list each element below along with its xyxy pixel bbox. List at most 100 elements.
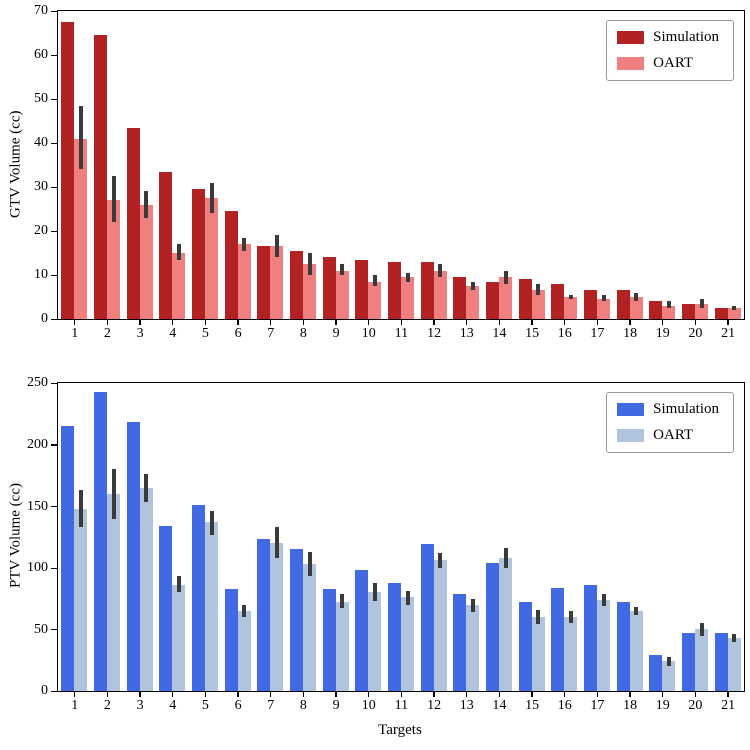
bar-oart [237, 244, 251, 319]
x-tick-label: 15 [525, 698, 540, 713]
x-tick-label: 18 [623, 698, 638, 713]
y-tick-label: 50 [34, 91, 48, 107]
bar-simulation [681, 303, 695, 319]
error-bar [666, 656, 671, 667]
x-tick-mark [368, 320, 370, 325]
bar-simulation [551, 587, 565, 691]
y-tick-mark [51, 690, 57, 693]
x-tick-label: 1 [71, 698, 79, 713]
bar-oart [303, 564, 317, 691]
gtv-chart: GTV Volume (cc) Simulation OART 0 10 20 30 4… [0, 0, 750, 372]
x-tick-label: 17 [590, 698, 605, 713]
x-tick-label: 5 [201, 698, 209, 713]
x-tick-mark [368, 692, 370, 697]
error-bar [144, 474, 149, 503]
legend-label-oart: OART [653, 427, 694, 443]
x-tick-mark [74, 320, 76, 325]
bar-simulation [322, 588, 336, 691]
bar-oart [564, 617, 578, 691]
bar-simulation [420, 261, 434, 319]
bar-simulation [224, 211, 238, 319]
bar-oart [401, 597, 415, 691]
x-tick-mark [531, 692, 533, 697]
bar-simulation [485, 562, 499, 691]
error-bar [438, 264, 443, 278]
bar-simulation [257, 246, 271, 319]
bar-simulation [387, 582, 401, 691]
bar-simulation [714, 308, 728, 319]
y-tick-label: 100 [27, 560, 48, 576]
bar-simulation [61, 426, 75, 691]
bar-oart [727, 308, 741, 319]
error-bar [732, 305, 737, 311]
bar-simulation [714, 633, 728, 691]
x-tick-label: 14 [492, 698, 507, 713]
bar-simulation [355, 570, 369, 691]
error-bar [340, 264, 345, 275]
legend-swatch-simulation [617, 31, 645, 44]
bar-simulation [453, 277, 467, 319]
x-tick-label: 4 [169, 698, 177, 713]
bar-oart [172, 253, 186, 319]
legend-swatch-oart [617, 429, 645, 442]
bar-simulation [191, 504, 205, 691]
bar-oart [597, 299, 611, 319]
error-bar [634, 292, 639, 302]
error-bar [568, 610, 573, 624]
x-tick-mark [172, 320, 174, 325]
x-tick-mark [694, 692, 697, 697]
bar-simulation [518, 279, 532, 319]
bar-oart [695, 629, 709, 691]
y-tick-label: 20 [34, 223, 48, 239]
x-tick-mark [335, 320, 337, 325]
error-bar [307, 253, 312, 275]
x-tick-label: 2 [103, 698, 111, 713]
bar-oart [303, 264, 317, 319]
y-tick-label: 60 [34, 47, 48, 63]
bar-oart [139, 487, 153, 691]
x-tick-label: 8 [299, 326, 307, 341]
bar-simulation [61, 22, 75, 319]
y-tick-mark [51, 230, 57, 233]
x-tick-mark [237, 692, 239, 697]
x-tick-mark [302, 692, 305, 697]
error-bar [372, 275, 377, 286]
bar-oart [270, 543, 284, 691]
x-tick-label: 12 [427, 326, 442, 341]
bar-oart [466, 286, 480, 319]
x-tick-mark [629, 692, 631, 697]
ptv-y-axis-label: PTV Volume (cc) [7, 483, 24, 589]
x-tick-mark [139, 692, 141, 697]
bar-oart [662, 661, 676, 691]
bar-simulation [616, 602, 630, 691]
x-tick-mark [400, 692, 403, 697]
x-tick-mark [727, 692, 729, 697]
x-tick-mark [172, 692, 174, 697]
error-bar [405, 591, 410, 605]
bar-simulation [257, 539, 271, 691]
y-tick-mark [51, 629, 57, 631]
x-tick-label: 6 [234, 326, 242, 341]
x-tick-label: 1 [71, 326, 79, 341]
bar-simulation [126, 127, 140, 319]
error-bar [699, 299, 704, 308]
x-tick-label: 13 [459, 698, 474, 713]
bar-oart [695, 303, 709, 319]
bar-oart [74, 508, 88, 691]
x-tick-label: 3 [136, 326, 144, 341]
bar-oart [107, 200, 121, 319]
x-tick-mark [662, 692, 664, 697]
legend-item-oart: OART [617, 55, 719, 72]
bar-oart [335, 602, 349, 691]
x-tick-label: 8 [299, 698, 307, 713]
x-tick-mark [270, 692, 272, 697]
x-tick-label: 10 [361, 326, 376, 341]
x-tick-label: 7 [267, 326, 275, 341]
x-tick-label: 14 [492, 326, 507, 341]
bar-simulation [681, 633, 695, 691]
error-bar [209, 511, 214, 535]
error-bar [405, 272, 410, 282]
x-tick-label: 11 [394, 698, 409, 713]
y-tick-label: 40 [34, 135, 48, 151]
bar-oart [433, 560, 447, 691]
